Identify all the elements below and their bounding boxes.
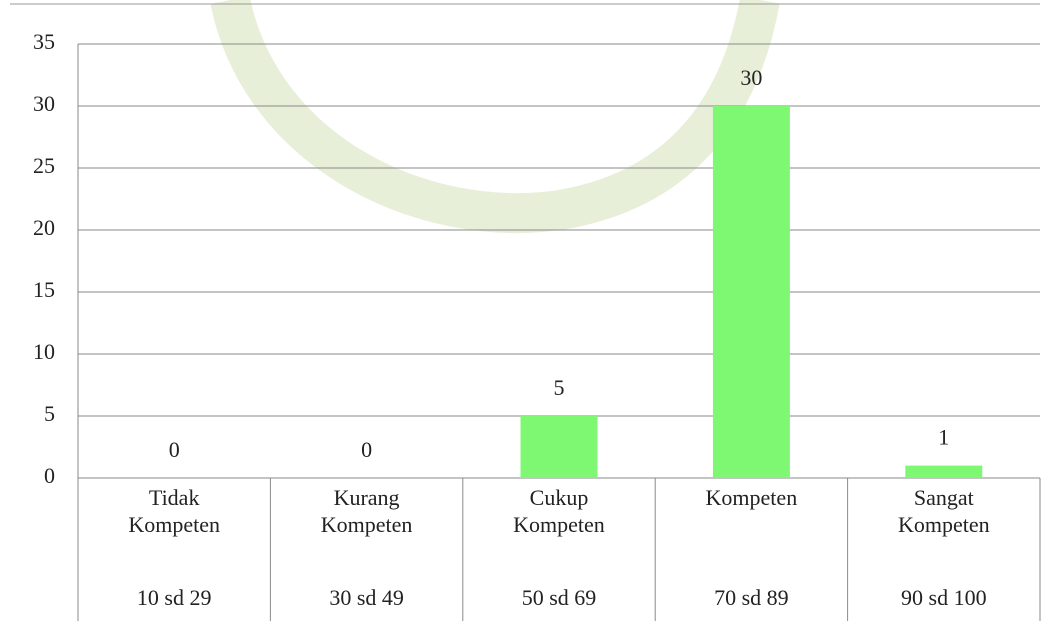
x-tick-label: Tidak Kompeten bbox=[128, 485, 221, 537]
x-tick-label: Kurang Kompeten bbox=[320, 485, 413, 537]
x-tick-label: Sangat Kompeten bbox=[897, 485, 990, 537]
data-label: 30 bbox=[740, 65, 762, 90]
y-tick-label: 25 bbox=[33, 153, 55, 178]
x-range-label: 30 sd 49 bbox=[329, 585, 404, 610]
data-label: 0 bbox=[361, 437, 372, 462]
category-label-box: Cukup Kompeten bbox=[513, 485, 605, 537]
y-tick-label: 10 bbox=[33, 339, 55, 364]
bar bbox=[712, 106, 790, 478]
x-tick-label: Cukup Kompeten bbox=[513, 485, 605, 537]
x-range-label: 10 sd 29 bbox=[137, 585, 212, 610]
y-tick-label: 20 bbox=[33, 215, 55, 240]
y-tick-label: 35 bbox=[33, 29, 55, 54]
category-label-box: Tidak Kompeten bbox=[128, 485, 221, 537]
watermark bbox=[210, 0, 780, 233]
data-label: 5 bbox=[554, 375, 565, 400]
y-tick-label: 5 bbox=[44, 401, 55, 426]
category-label-box: Kompeten bbox=[705, 485, 798, 510]
y-tick-label: 15 bbox=[33, 277, 55, 302]
category-label-box: Sangat Kompeten bbox=[897, 485, 990, 537]
x-range-label: 70 sd 89 bbox=[714, 585, 789, 610]
bar bbox=[905, 465, 983, 478]
bar bbox=[520, 416, 598, 478]
x-range-label: 50 sd 69 bbox=[522, 585, 597, 610]
data-label: 0 bbox=[169, 437, 180, 462]
data-label: 1 bbox=[938, 425, 949, 450]
x-tick-label: Kompeten bbox=[705, 485, 798, 510]
category-label-box: Kurang Kompeten bbox=[320, 485, 413, 537]
x-range-label: 90 sd 100 bbox=[901, 585, 987, 610]
y-tick-label: 30 bbox=[33, 91, 55, 116]
y-tick-label: 0 bbox=[44, 463, 55, 488]
